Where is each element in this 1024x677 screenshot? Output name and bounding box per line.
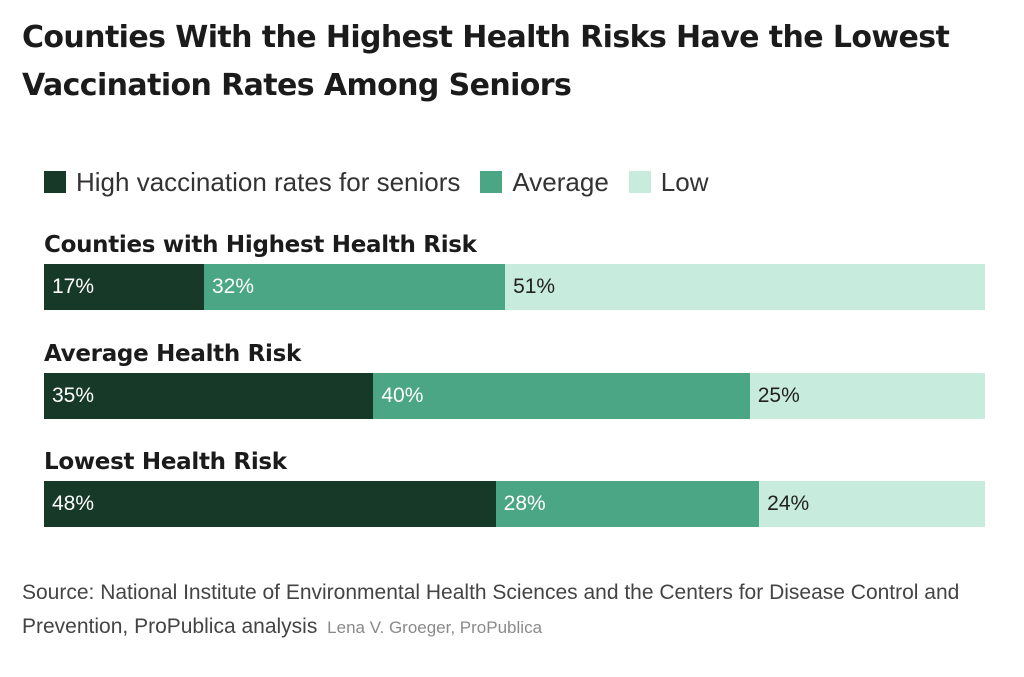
bar-segment: 17%: [44, 264, 204, 310]
stacked-bar: 48% 28% 24%: [44, 481, 985, 527]
legend-swatch: [628, 171, 651, 193]
data-label: 40%: [381, 384, 424, 407]
credit-text: Lena V. Groeger, ProPublica: [327, 618, 543, 637]
legend-swatch: [480, 171, 503, 193]
category-label: Counties with Highest Health Risk: [44, 232, 477, 258]
legend-item: Average: [480, 166, 609, 198]
bar-segment: 51%: [505, 264, 985, 310]
bar-segment: 24%: [759, 481, 985, 527]
bar-segment: 40%: [373, 373, 750, 419]
stacked-bar: 35% 40% 25%: [44, 373, 985, 419]
source-note: Source: National Institute of Environmen…: [22, 576, 982, 645]
bar-group: Lowest Health Risk 48% 28% 24%: [44, 445, 985, 527]
bar-segment: 35%: [44, 373, 374, 419]
data-label: 48%: [52, 492, 95, 515]
data-label: 51%: [513, 275, 556, 298]
category-label: Lowest Health Risk: [44, 449, 287, 475]
data-label: 17%: [52, 275, 95, 298]
category-label: Average Health Risk: [44, 341, 302, 367]
legend-item: High vaccination rates for seniors: [44, 167, 460, 198]
legend-swatch: [44, 171, 66, 193]
legend-label: Low: [660, 166, 709, 197]
data-label: 24%: [767, 492, 810, 515]
legend-label: Average: [512, 166, 609, 197]
chart-title: Counties With the Highest Health Risks H…: [22, 20, 950, 103]
bar-group: Counties with Highest Health Risk 17% 32% 5…: [44, 228, 985, 310]
stacked-bar: 17% 32% 51%: [44, 264, 985, 310]
data-label: 25%: [757, 384, 800, 407]
bar-segment: 25%: [749, 373, 985, 419]
bar-group: Average Health Risk 35% 40% 25%: [44, 337, 985, 419]
source-text: Source: National Institute of Environmen…: [22, 581, 960, 638]
bar-segment: 32%: [203, 264, 506, 310]
legend-label: High vaccination rates for seniors: [76, 166, 461, 197]
data-label: 32%: [211, 275, 254, 298]
bar-segment: 48%: [44, 481, 496, 527]
data-label: 28%: [503, 492, 546, 515]
bar-segment: 28%: [495, 481, 760, 527]
data-label: 35%: [52, 384, 95, 407]
legend: High vaccination rates for seniors Averag…: [44, 166, 728, 198]
legend-item: Low: [628, 166, 709, 198]
